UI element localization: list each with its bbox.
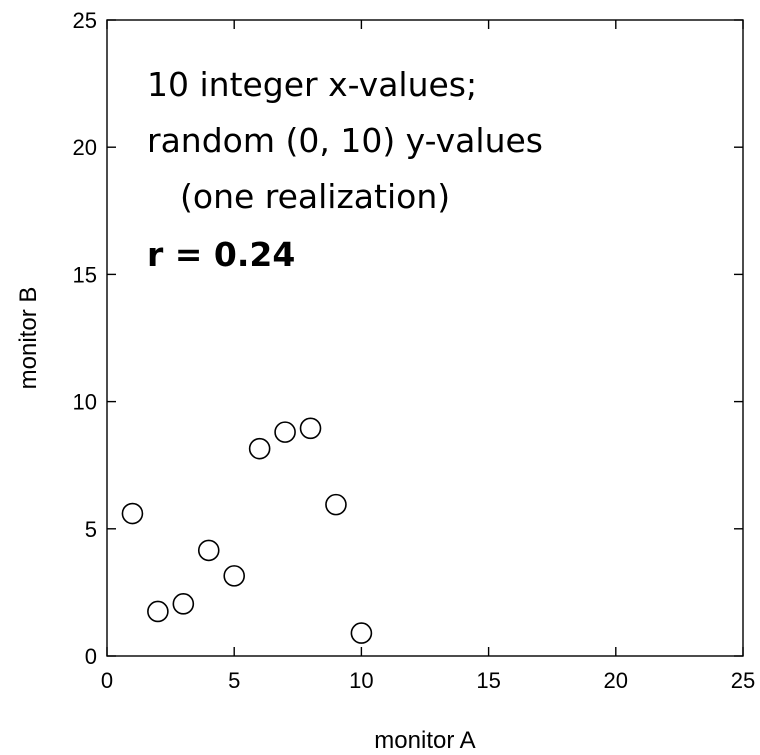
x-tick-label: 10 [349, 668, 373, 693]
annotation-block: 10 integer x-values; random (0, 10) y-va… [147, 65, 543, 274]
y-tick-label: 0 [85, 644, 97, 669]
x-tick-label: 15 [476, 668, 500, 693]
x-tick-label: 5 [228, 668, 240, 693]
data-points [121, 417, 373, 644]
y-tick-label: 25 [73, 8, 97, 33]
x-axis-title: monitor A [374, 727, 475, 754]
y-tick-labels: 0 5 10 15 20 25 [73, 8, 97, 669]
y-tick-label: 10 [73, 390, 97, 415]
data-point [121, 502, 144, 525]
annotation-line-2: random (0, 10) y-values [147, 121, 543, 160]
correlation-label: r = 0.24 [147, 235, 295, 274]
data-point [248, 437, 271, 460]
plot-frame [106, 19, 744, 657]
x-tick-label: 0 [101, 668, 113, 693]
data-point [274, 421, 296, 443]
data-point [172, 593, 195, 615]
y-tick-label: 20 [73, 135, 97, 160]
y-axis-title: monitor B [15, 287, 42, 390]
axis-ticks [106, 19, 744, 657]
x-tick-label: 20 [604, 668, 628, 693]
data-point [197, 539, 220, 562]
y-tick-label: 5 [85, 517, 97, 542]
annotation-line-3: (one realization) [180, 177, 450, 216]
data-point [325, 493, 347, 516]
data-point [223, 565, 245, 587]
x-tick-label: 25 [731, 668, 755, 693]
x-tick-labels: 0 5 10 15 20 25 [101, 668, 755, 693]
y-tick-label: 15 [73, 262, 97, 287]
data-point [147, 600, 169, 623]
data-point [350, 622, 373, 644]
data-point [299, 417, 322, 440]
annotation-line-1: 10 integer x-values; [147, 65, 477, 104]
